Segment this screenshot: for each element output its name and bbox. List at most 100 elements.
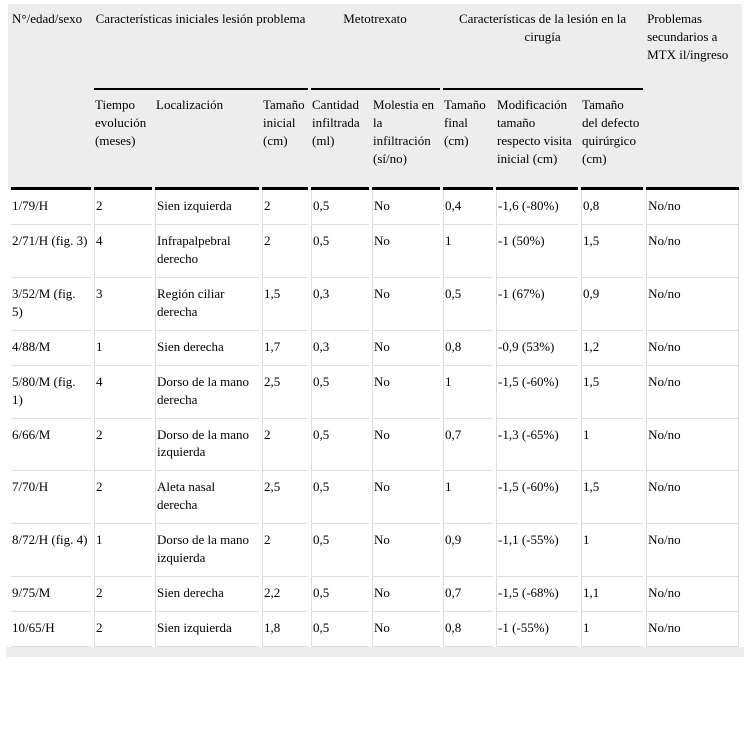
- table-cell: 1,5: [581, 365, 644, 419]
- table-cell: Sien izquierda: [155, 190, 259, 225]
- table-row: 8/72/H (fig. 4) 1 Dorso de la mano izquier…: [11, 524, 740, 578]
- table-cell: 2,5: [262, 365, 309, 419]
- table-cell: 0,4: [443, 190, 494, 225]
- column-header-final-size: Tamaño final (cm): [443, 90, 494, 190]
- table-cell: No: [372, 418, 441, 472]
- table-cell: 1,5: [581, 224, 644, 278]
- table-cell: 8/72/H (fig. 4): [11, 524, 91, 578]
- table-cell: Sien derecha: [155, 330, 259, 366]
- table-cell: No/no: [646, 471, 740, 525]
- column-header-surgical-defect-size: Tamaño del defecto quirúrgico (cm): [581, 90, 644, 190]
- table-row: 1/79/H 2 Sien izquierda 2 0,5 No 0,4 -1,6 (-80%…: [11, 190, 740, 225]
- column-header-id-age-sex: N°/edad/sexo: [11, 4, 91, 190]
- table-cell: 1: [443, 471, 494, 525]
- table-row: 6/66/M 2 Dorso de la mano izquierda 2 0,5 No 0…: [11, 418, 740, 472]
- table-row: 2/71/H (fig. 3) 4 Infrapalpebral derecho 2 0…: [11, 224, 740, 278]
- table-cell: 2/71/H (fig. 3): [11, 224, 91, 278]
- clinical-results-table: N°/edad/sexo Características iniciales l…: [8, 4, 743, 647]
- table-cell: 1: [94, 524, 152, 578]
- column-header-secondary-problems: Problemas secundarios a MTX il/ingreso: [646, 4, 740, 190]
- table-cell: -1,1 (-55%): [496, 524, 579, 578]
- table-cell: No/no: [646, 418, 740, 472]
- table-cell: 0,7: [443, 418, 494, 472]
- table-cell: 0,5: [311, 471, 370, 525]
- table-cell: No/no: [646, 277, 740, 331]
- table-cell: No: [372, 524, 441, 578]
- table-body: 1/79/H 2 Sien izquierda 2 0,5 No 0,4 -1,6 (-80%…: [11, 190, 740, 647]
- table-cell: 5/80/M (fig. 1): [11, 365, 91, 419]
- table-cell: 0,5: [311, 577, 370, 613]
- table-cell: 0,3: [311, 330, 370, 366]
- table-cell: 0,8: [581, 190, 644, 225]
- table-row: 10/65/H 2 Sien izquierda 1,8 0,5 No 0,8 -1 (-55…: [11, 612, 740, 647]
- table-cell: 1,7: [262, 330, 309, 366]
- table-header: N°/edad/sexo Características iniciales l…: [11, 4, 740, 190]
- table-cell: 1,8: [262, 612, 309, 647]
- table-cell: No/no: [646, 524, 740, 578]
- table-cell: No: [372, 577, 441, 613]
- table-cell: 9/75/M: [11, 577, 91, 613]
- table-cell: 0,5: [311, 224, 370, 278]
- table-cell: 2,5: [262, 471, 309, 525]
- header-group-row: N°/edad/sexo Características iniciales l…: [11, 4, 740, 190]
- table-row: 7/70/H 2 Aleta nasal derecha 2,5 0,5 No 1 -1,5 …: [11, 471, 740, 525]
- table-cell: No: [372, 277, 441, 331]
- table-cell: 0,5: [311, 190, 370, 225]
- table-cell: 1: [581, 612, 644, 647]
- table-cell: 0,9: [581, 277, 644, 331]
- table-cell: No: [372, 365, 441, 419]
- table-cell: 1,1: [581, 577, 644, 613]
- table-cell: 4/88/M: [11, 330, 91, 366]
- table-row: 5/80/M (fig. 1) 4 Dorso de la mano derecha…: [11, 365, 740, 419]
- table-cell: 1,2: [581, 330, 644, 366]
- table-cell: 2: [94, 612, 152, 647]
- table-cell: 1: [581, 524, 644, 578]
- column-header-location: Localización: [155, 90, 259, 190]
- table-cell: No: [372, 612, 441, 647]
- table-footer-bar: [6, 647, 744, 657]
- table-cell: Dorso de la mano izquierda: [155, 524, 259, 578]
- table-cell: 6/66/M: [11, 418, 91, 472]
- table-cell: 2: [94, 418, 152, 472]
- table-cell: -0,9 (53%): [496, 330, 579, 366]
- table-row: 4/88/M 1 Sien derecha 1,7 0,3 No 0,8 -0,9 (53%)…: [11, 330, 740, 366]
- table-cell: 2: [94, 577, 152, 613]
- table-cell: No: [372, 330, 441, 366]
- table-cell: No/no: [646, 224, 740, 278]
- table-cell: 1: [94, 330, 152, 366]
- table-cell: Aleta nasal derecha: [155, 471, 259, 525]
- group-header-methotrexate: Metotrexato: [311, 4, 441, 90]
- table-cell: No: [372, 224, 441, 278]
- table-cell: No/no: [646, 190, 740, 225]
- group-header-lesion-at-surgery: Características de la lesión en la cirug…: [443, 4, 644, 90]
- table-cell: No/no: [646, 612, 740, 647]
- column-header-evolution-time: Tiempo evolución (meses): [94, 90, 152, 190]
- table-cell: 2: [262, 524, 309, 578]
- table-cell: 3: [94, 277, 152, 331]
- table-cell: 7/70/H: [11, 471, 91, 525]
- table-cell: 0,5: [311, 365, 370, 419]
- table-row: 9/75/M 2 Sien derecha 2,2 0,5 No 0,7 -1,5 (-68%…: [11, 577, 740, 613]
- table-cell: No: [372, 471, 441, 525]
- table-cell: -1 (50%): [496, 224, 579, 278]
- table-cell: 2,2: [262, 577, 309, 613]
- table-cell: 1/79/H: [11, 190, 91, 225]
- column-header-initial-size: Tamaño inicial (cm): [262, 90, 309, 190]
- table-cell: Dorso de la mano derecha: [155, 365, 259, 419]
- table-cell: No/no: [646, 365, 740, 419]
- group-header-initial-lesion: Características iniciales lesión problem…: [94, 4, 309, 90]
- column-header-infiltrated-amount: Cantidad infiltrada (ml): [311, 90, 370, 190]
- header-sub-row: Tiempo evolución (meses) Localización Ta…: [11, 90, 739, 190]
- table-cell: 1,5: [262, 277, 309, 331]
- table-cell: 0,5: [311, 612, 370, 647]
- table-cell: 0,9: [443, 524, 494, 578]
- column-header-size-modification: Modificación tamaño respecto visita inic…: [496, 90, 579, 190]
- table-cell: 0,8: [443, 612, 494, 647]
- column-header-infiltration-discomfort: Molestia en la infiltración (sí/no): [372, 90, 441, 190]
- table-cell: -1,3 (-65%): [496, 418, 579, 472]
- table-cell: No: [372, 190, 441, 225]
- table-cell: No/no: [646, 577, 740, 613]
- table-cell: 1,5: [581, 471, 644, 525]
- table-cell: 2: [262, 418, 309, 472]
